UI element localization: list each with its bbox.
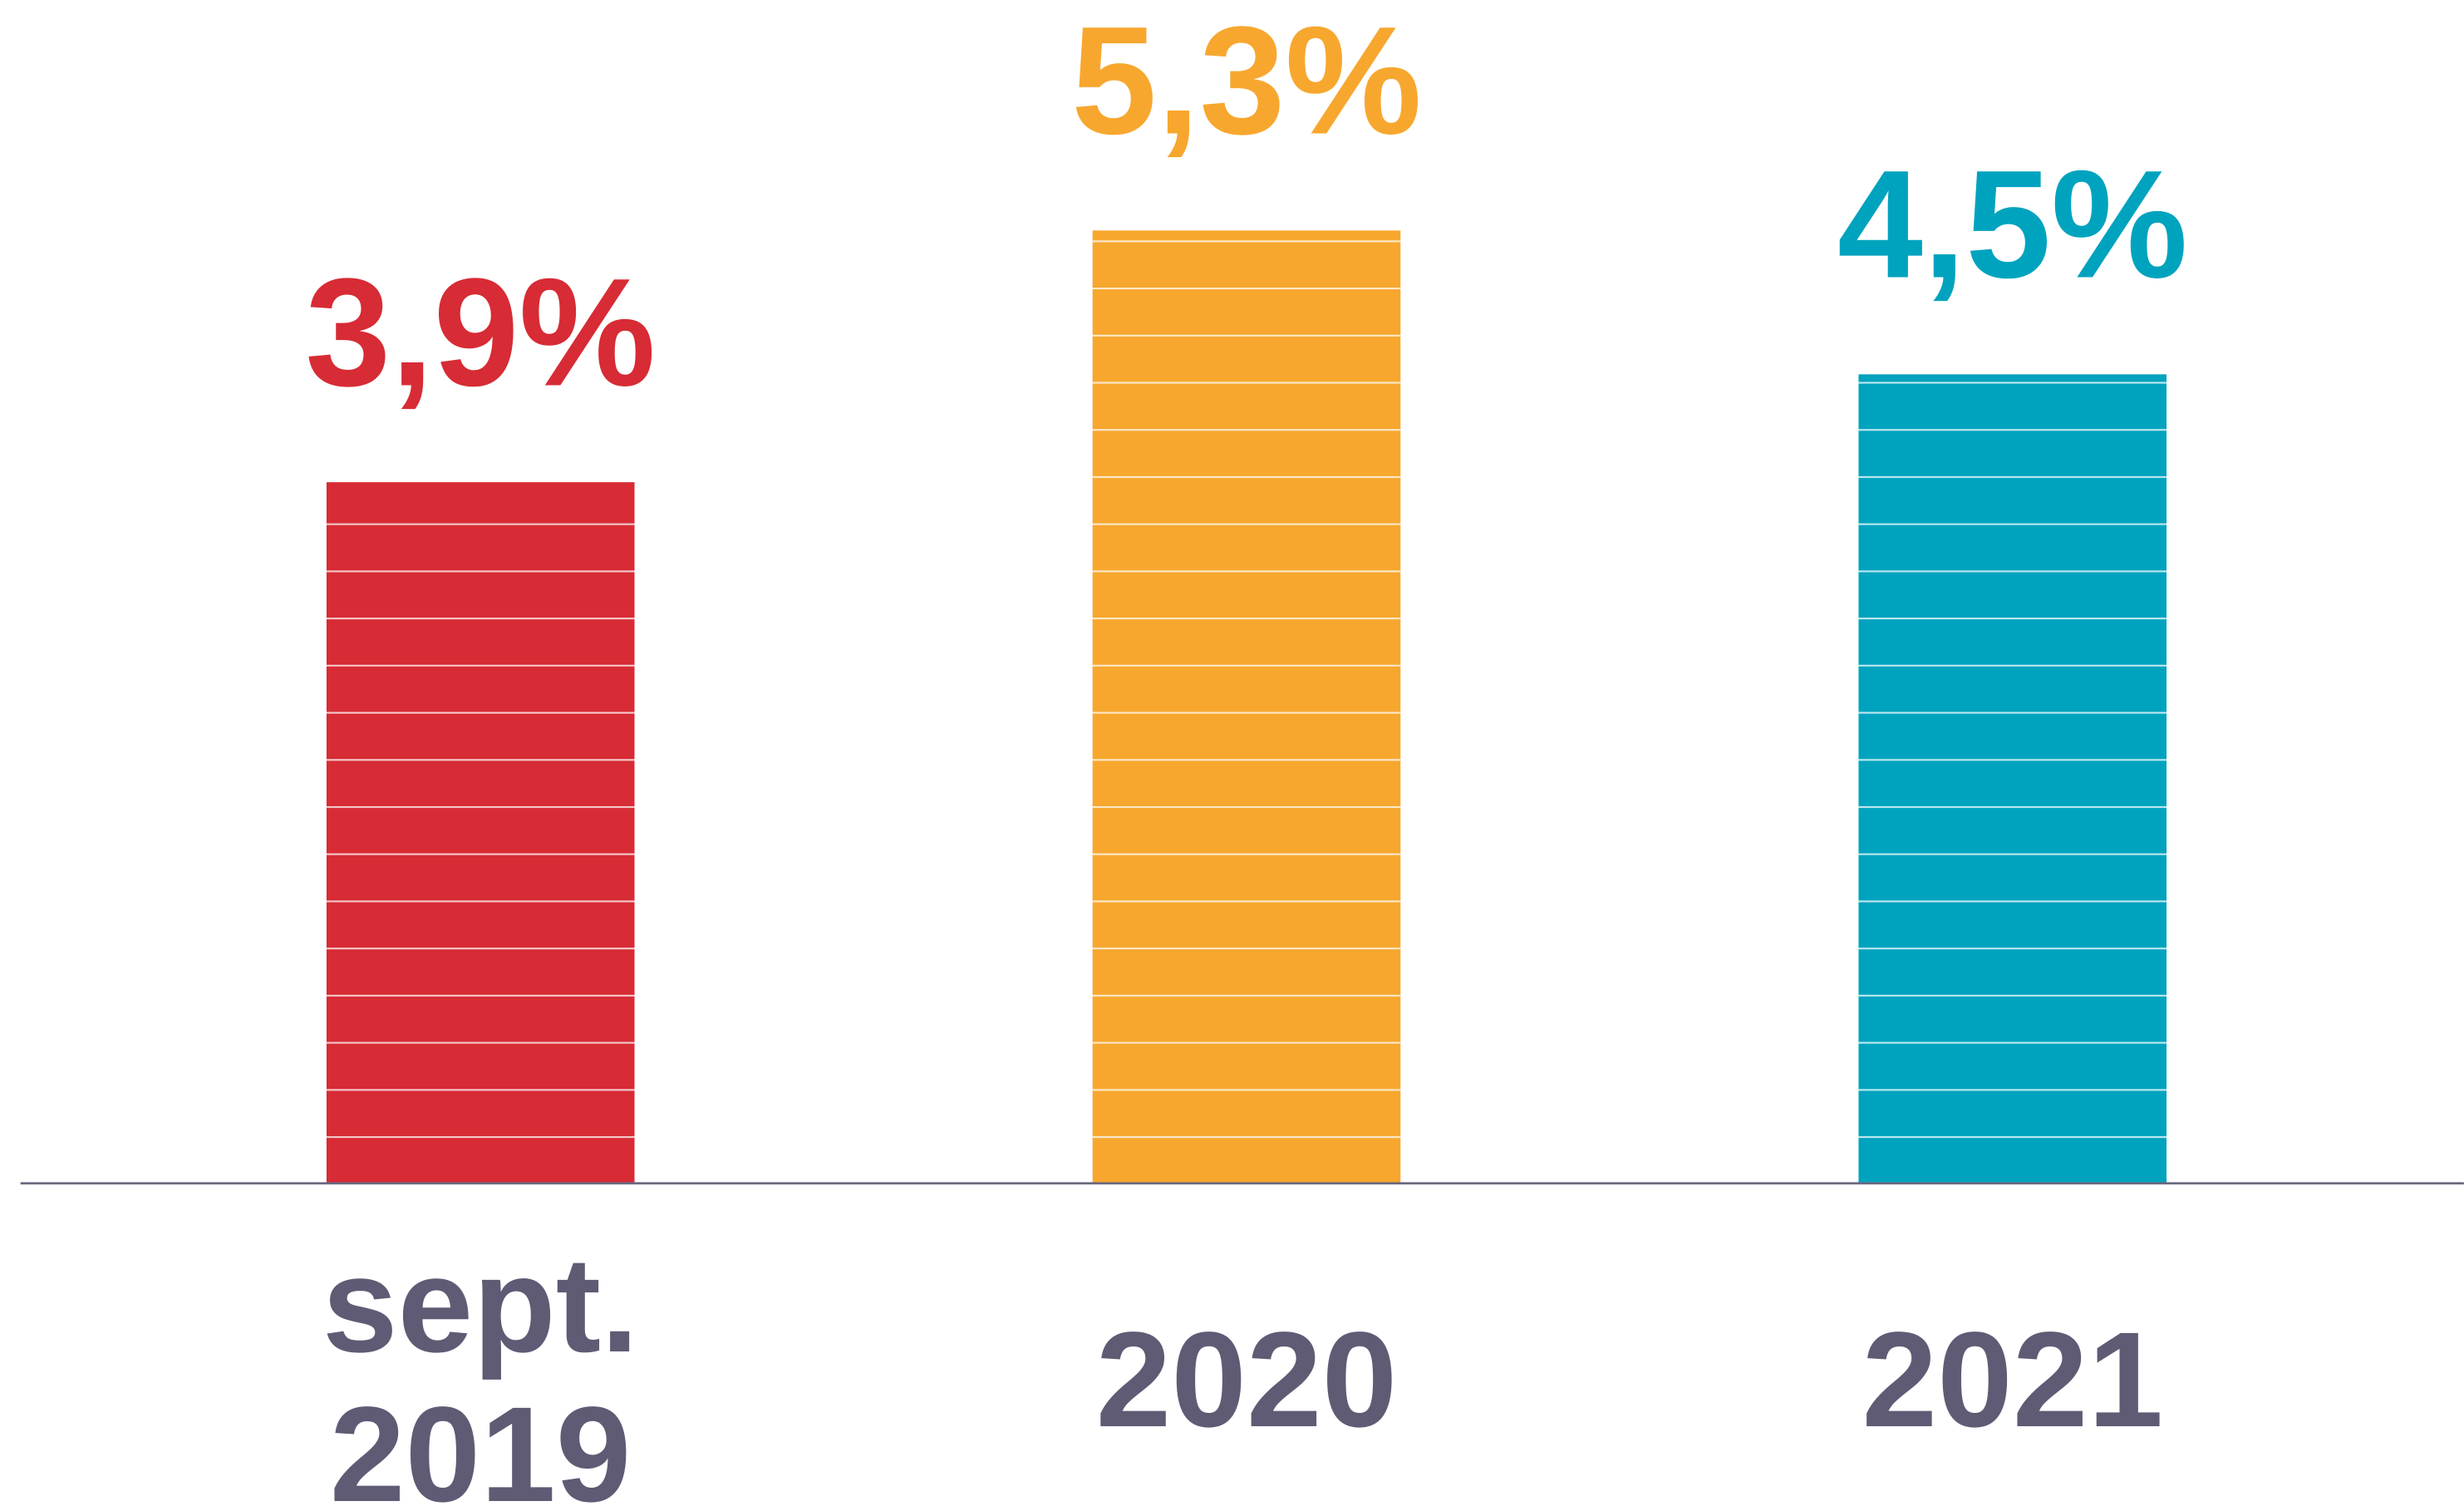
bar-stripes: [1858, 374, 2167, 1184]
bar-stripes: [1092, 230, 1401, 1184]
x-tick-label: sept. 2019: [322, 1228, 639, 1511]
bar-stripes: [326, 482, 635, 1184]
value-label: 5,3%: [1071, 0, 1422, 167]
value-label: 3,9%: [305, 247, 656, 419]
value-label: 4,5%: [1837, 139, 2188, 311]
x-tick-label: 2021: [1862, 1303, 2164, 1456]
x-tick-label: 2020: [1095, 1303, 1398, 1456]
